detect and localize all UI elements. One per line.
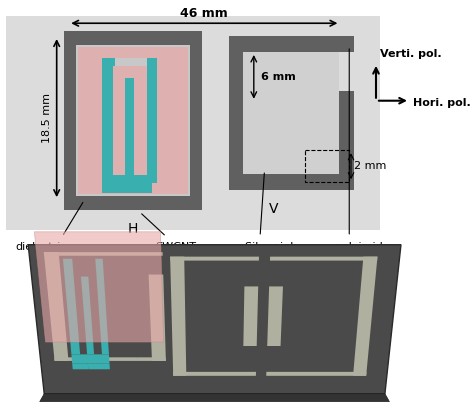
Bar <box>78 47 188 194</box>
Text: H: H <box>128 222 138 236</box>
Bar <box>102 175 127 193</box>
Bar <box>339 91 354 174</box>
Bar <box>102 58 113 183</box>
Bar <box>305 150 349 182</box>
Bar <box>229 36 243 190</box>
Polygon shape <box>173 372 256 376</box>
Text: 2 mm: 2 mm <box>354 161 386 171</box>
Polygon shape <box>267 287 283 346</box>
Polygon shape <box>40 394 389 402</box>
Polygon shape <box>170 257 259 260</box>
Bar <box>243 52 339 174</box>
Text: 46 mm: 46 mm <box>180 7 228 20</box>
Text: dielectric
ink: dielectric ink <box>16 242 67 263</box>
Polygon shape <box>170 257 186 376</box>
Bar <box>6 16 381 230</box>
Bar <box>113 175 155 183</box>
Text: SWCNT
based ink: SWCNT based ink <box>148 242 202 263</box>
Bar <box>229 36 354 52</box>
Polygon shape <box>149 274 166 361</box>
Text: Silver ink: Silver ink <box>245 242 297 252</box>
Polygon shape <box>81 277 94 354</box>
Polygon shape <box>28 245 401 394</box>
Polygon shape <box>54 357 138 361</box>
Polygon shape <box>44 252 163 256</box>
Polygon shape <box>34 232 164 342</box>
Polygon shape <box>95 259 109 354</box>
Polygon shape <box>138 357 166 361</box>
Bar <box>76 45 190 196</box>
Text: Verti. pol.: Verti. pol. <box>380 49 441 59</box>
Polygon shape <box>266 372 366 376</box>
Text: 6 mm: 6 mm <box>261 72 296 82</box>
Text: Hori. pol.: Hori. pol. <box>413 98 471 108</box>
Bar <box>229 174 354 190</box>
Polygon shape <box>270 257 377 260</box>
Bar <box>125 78 134 183</box>
Bar <box>102 175 113 183</box>
Bar <box>147 58 157 183</box>
Polygon shape <box>88 363 110 369</box>
Bar <box>102 58 155 66</box>
Text: polyimide: polyimide <box>335 242 390 252</box>
Polygon shape <box>72 363 88 369</box>
Bar <box>125 175 134 183</box>
Bar <box>64 31 202 210</box>
Polygon shape <box>44 252 68 361</box>
Polygon shape <box>72 354 109 363</box>
Bar <box>127 175 152 193</box>
Polygon shape <box>353 257 377 376</box>
Polygon shape <box>243 287 258 346</box>
Polygon shape <box>63 259 80 354</box>
Bar <box>147 175 157 183</box>
Bar <box>115 58 147 66</box>
Text: V: V <box>269 202 278 216</box>
Text: 18.5 mm: 18.5 mm <box>42 92 52 142</box>
